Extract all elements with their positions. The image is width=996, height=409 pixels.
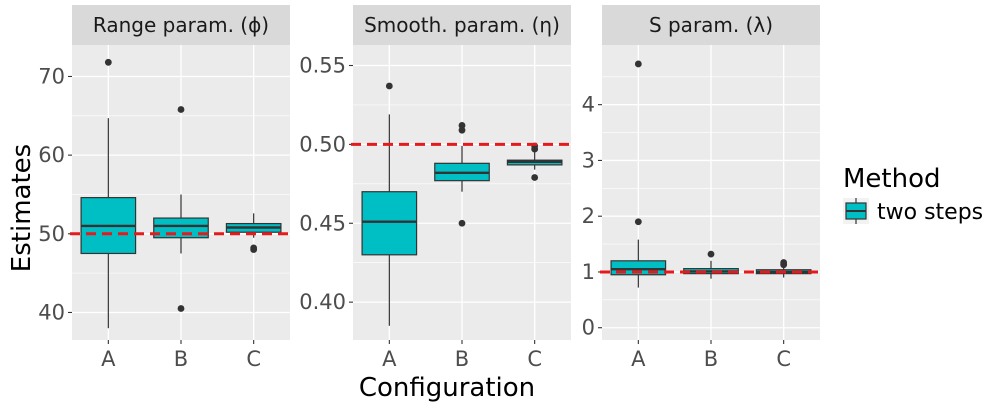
outlier-point: [634, 60, 642, 68]
y-tick-label: 60: [38, 143, 65, 167]
panel-strip: [602, 5, 820, 45]
box-body: [361, 191, 418, 256]
panel-strip-title: S param. (λ): [649, 13, 773, 37]
legend-title: Method: [843, 164, 941, 194]
legend: Method two steps: [843, 164, 983, 225]
x-tick-label: C: [527, 347, 542, 371]
x-tick-label: B: [174, 347, 188, 371]
outlier-point: [458, 219, 466, 227]
y-tick-label: 50: [38, 222, 65, 246]
panel-strip: [72, 5, 290, 45]
panel-3: S param. (λ) 0 1 2 3 4 A B C: [582, 5, 822, 371]
x-axis-title: Configuration: [359, 373, 535, 403]
panel-1: Range param. (ϕ) 40 50 60 70 A B C: [38, 5, 292, 371]
outlier-point: [177, 305, 185, 312]
x-tick-label: A: [382, 347, 397, 371]
outlier-point: [177, 106, 185, 113]
outlier-point: [531, 145, 539, 153]
y-tick-label: 70: [38, 64, 65, 88]
y-tick-label: 0.45: [299, 211, 346, 235]
y-tick-label: 2: [582, 204, 595, 228]
panel-strip-title: Smooth. param. (η): [364, 13, 560, 37]
y-tick-label: 0.40: [299, 290, 346, 314]
y-tick-label: 0.55: [299, 54, 346, 78]
x-tick-label: B: [455, 347, 469, 371]
box-B: [434, 122, 490, 227]
y-tick-label: 0: [582, 316, 595, 340]
outlier-point: [385, 82, 393, 90]
x-tick-label: A: [631, 347, 646, 371]
x-tick-label: C: [246, 347, 261, 371]
y-tick-label: 3: [582, 148, 595, 172]
y-tick-label: 0.50: [299, 132, 346, 156]
outlier-point: [780, 261, 788, 269]
outlier-point: [707, 250, 715, 258]
x-tick-label: B: [704, 347, 718, 371]
legend-entry-label: two steps: [877, 200, 983, 225]
y-tick-label: 40: [38, 300, 65, 324]
y-axis-title: Estimates: [7, 144, 37, 272]
outlier-point: [250, 244, 258, 252]
outlier-point: [634, 218, 642, 226]
panel-strip: [353, 5, 571, 45]
panel-strip-title: Range param. (ϕ): [93, 13, 269, 37]
outlier-point: [458, 126, 466, 134]
box-C: [225, 213, 282, 253]
box-A: [80, 58, 137, 329]
outlier-point: [104, 58, 112, 66]
x-tick-label: A: [101, 347, 116, 371]
panel-2: Smooth. param. (η) 0.40 0.45 0.50 0.55 A B C: [299, 5, 573, 371]
box-A: [361, 82, 418, 326]
y-tick-label: 4: [582, 93, 595, 117]
outlier-point: [458, 122, 466, 129]
y-tick-label: 1: [582, 260, 595, 284]
outlier-point: [531, 174, 539, 181]
x-tick-label: C: [776, 347, 791, 371]
